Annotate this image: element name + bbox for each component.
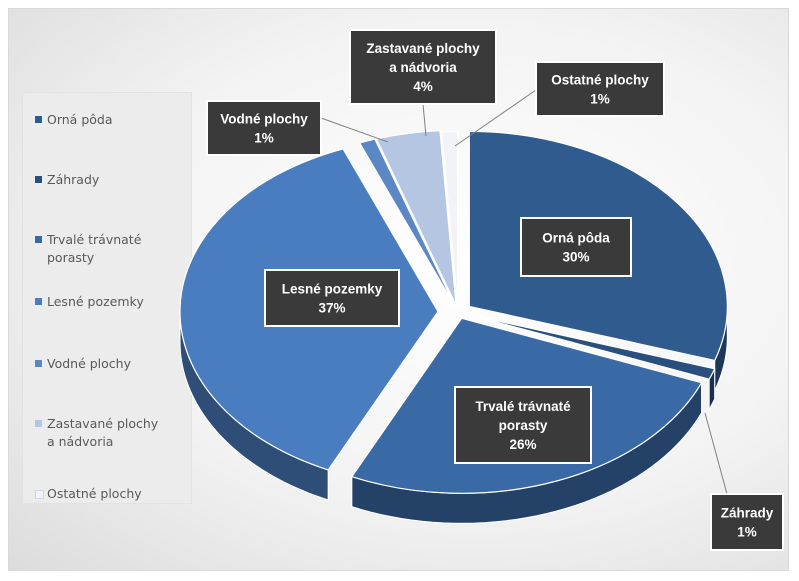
- pie-slices: [179, 130, 728, 494]
- data-label-text: 30%: [562, 250, 589, 265]
- legend-swatch: [35, 490, 44, 499]
- legend-swatch: [35, 236, 42, 243]
- legend-label: Zastavané plochy a nádvoria: [47, 416, 159, 449]
- data-labels: Orná pôda 30% Záhrady 1% Trvalé trávnaté pora…: [206, 29, 784, 551]
- data-label-box: [454, 386, 592, 464]
- data-label-box: [710, 493, 784, 551]
- legend-label: Trvalé trávnaté porasty: [47, 232, 142, 265]
- leader-line: [320, 117, 389, 143]
- data-label-text: porasty: [499, 418, 548, 433]
- legend-swatch: [35, 420, 42, 427]
- legend-label: Lesné pozemky: [47, 294, 144, 309]
- data-label-text: Zastavané plochy: [366, 41, 480, 56]
- legend-swatch: [35, 176, 42, 183]
- data-label-text: a nádvoria: [389, 60, 457, 75]
- legend-label: Ostatné plochy: [47, 486, 142, 501]
- data-label-text: Lesné pozemky: [282, 282, 383, 297]
- slice-zahrady[interactable]: [469, 314, 716, 380]
- leader-line: [454, 89, 537, 147]
- leader-line: [704, 412, 728, 495]
- data-label-trvale-travnate-porasty: Trvalé trávnaté porasty 26%: [454, 386, 592, 464]
- legend: Orná pôda Záhrady Trvalé trávnaté porasty Le…: [22, 92, 192, 504]
- data-label-text: Vodné plochy: [220, 112, 308, 127]
- data-label-text: 1%: [590, 92, 610, 107]
- slice-vodne-plochy[interactable]: [358, 138, 456, 306]
- leader-line: [422, 103, 427, 137]
- slice-ostatne-plochy[interactable]: [440, 130, 459, 307]
- data-label-text: 4%: [413, 79, 433, 94]
- data-label-text: 1%: [737, 525, 757, 540]
- data-label-text: Orná pôda: [542, 231, 610, 246]
- data-label-box: [349, 29, 497, 105]
- data-label-lesne-pozemky: Lesné pozemky 37%: [264, 269, 400, 327]
- data-label-text: 26%: [509, 437, 536, 452]
- data-label-text: Ostatné plochy: [551, 73, 649, 88]
- data-label-vodne-plochy: Vodné plochy 1%: [206, 100, 322, 156]
- slice-zastavane-plochy-a-nadvoria[interactable]: [375, 130, 457, 306]
- legend-swatch: [35, 360, 42, 367]
- data-label-text: Trvalé trávnaté: [475, 399, 571, 414]
- data-label-orna-poda: Orná pôda 30%: [520, 217, 632, 277]
- legend-swatch: [35, 116, 42, 123]
- data-label-text: 37%: [318, 301, 345, 316]
- legend-swatch: [35, 298, 42, 305]
- data-label-box: [264, 269, 400, 327]
- legend-label: Vodné plochy: [47, 356, 131, 371]
- data-label-ostatne-plochy: Ostatné plochy 1%: [535, 61, 665, 117]
- legend-label: Orná pôda: [47, 112, 113, 127]
- data-label-box: [520, 217, 632, 277]
- data-label-text: 1%: [254, 131, 274, 146]
- data-label-box: [535, 61, 665, 117]
- data-label-box: [206, 100, 322, 156]
- data-label-zahrady: Záhrady 1%: [710, 493, 784, 551]
- legend-label: Záhrady: [47, 172, 100, 187]
- data-label-zastavane-plochy-a-nadvoria: Zastavané plochy a nádvoria 4%: [349, 29, 497, 105]
- data-label-text: Záhrady: [721, 506, 774, 521]
